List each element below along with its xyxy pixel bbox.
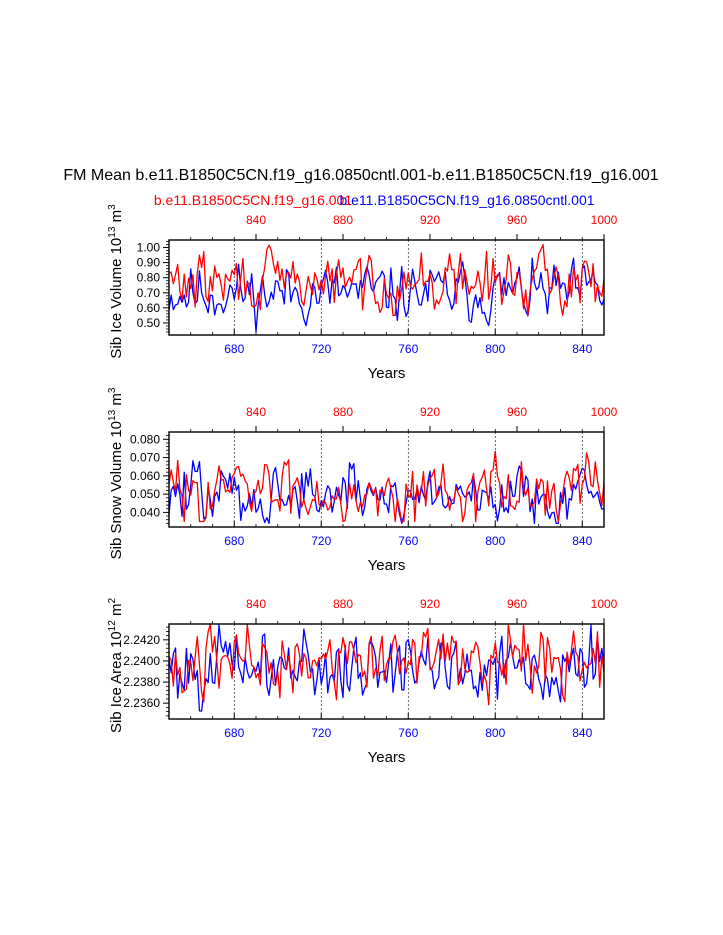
x-tick-label-bottom: 840 (572, 534, 592, 548)
series-line-blue (168, 460, 605, 524)
y-tick-label: 2.2360 (123, 696, 160, 710)
x-tick-label-bottom: 760 (398, 342, 418, 356)
y-tick-label: 0.70 (137, 286, 161, 300)
x-tick-label-bottom: 680 (224, 534, 244, 548)
panel-2: 680 720 760 800 840 840 880 920 960 1000 0.040 0.05… (107, 387, 618, 574)
series-line-blue (168, 257, 605, 333)
x-tick-label-top: 960 (507, 213, 527, 227)
panel-3: 680 720 760 800 840 840 880 920 960 1000 2.2360 2.2… (107, 597, 618, 766)
x-tick-label-top: 960 (507, 597, 527, 611)
legend-red-case: b.e11.B1850C5CN.f19_g16.001 (154, 192, 352, 208)
y-tick-label: 2.2380 (123, 675, 160, 689)
x-tick-label-top: 840 (246, 213, 266, 227)
series-line-red (168, 450, 605, 523)
y-tick-label: 1.00 (137, 241, 161, 255)
x-tick-label-top: 920 (420, 597, 440, 611)
x-tick-label-bottom: 720 (311, 726, 331, 740)
figure-title: FM Mean b.e11.B1850C5CN.f19_g16.0850cntl… (63, 167, 658, 184)
x-tick-label-bottom: 840 (572, 342, 592, 356)
x-tick-label-bottom: 800 (485, 534, 505, 548)
x-tick-label-bottom: 720 (311, 342, 331, 356)
y-tick-label: 2.2420 (123, 633, 160, 647)
x-tick-label-top: 1000 (591, 213, 618, 227)
x-tick-label-top: 880 (333, 213, 353, 227)
x-axis-label: Years (368, 749, 406, 766)
x-axis-label: Years (368, 365, 406, 382)
x-tick-label-bottom: 760 (398, 726, 418, 740)
y-tick-label: 0.60 (137, 301, 161, 315)
series-line-blue (168, 624, 605, 712)
x-tick-label-top: 920 (420, 405, 440, 419)
y-tick-label: 0.070 (130, 451, 160, 465)
y-axis-label: Sib Ice Area 1012 m2 (107, 598, 125, 734)
y-tick-label: 0.040 (130, 505, 160, 519)
x-tick-label-top: 840 (246, 405, 266, 419)
x-tick-label-top: 840 (246, 597, 266, 611)
y-tick-label: 0.50 (137, 316, 161, 330)
x-tick-label-top: 880 (333, 597, 353, 611)
y-tick-label: 2.2400 (123, 654, 160, 668)
x-tick-label-bottom: 800 (485, 726, 505, 740)
y-axis-label: Sib Ice Volume 1013 m3 (107, 204, 125, 359)
y-tick-label: 0.050 (130, 487, 160, 501)
y-tick-label: 0.080 (130, 432, 160, 446)
y-tick-label: 0.90 (137, 256, 161, 270)
series-line-red (168, 243, 605, 317)
x-tick-label-bottom: 760 (398, 534, 418, 548)
x-tick-label-bottom: 680 (224, 726, 244, 740)
x-tick-label-bottom: 680 (224, 342, 244, 356)
y-tick-label: 0.80 (137, 271, 161, 285)
y-tick-label: 0.060 (130, 469, 160, 483)
legend-blue-case: b.e11.B1850C5CN.f19_g16.0850cntl.001 (339, 192, 594, 208)
x-tick-label-top: 960 (507, 405, 527, 419)
series-line-red (168, 623, 605, 706)
x-tick-label-bottom: 800 (485, 342, 505, 356)
y-axis-label: Sib Snow Volume 1013 m3 (107, 387, 125, 559)
x-tick-label-bottom: 840 (572, 726, 592, 740)
x-tick-label-top: 1000 (591, 597, 618, 611)
x-tick-label-top: 880 (333, 405, 353, 419)
x-tick-label-top: 1000 (591, 405, 618, 419)
x-axis-label: Years (368, 557, 406, 574)
x-tick-label-bottom: 720 (311, 534, 331, 548)
x-tick-label-top: 920 (420, 213, 440, 227)
